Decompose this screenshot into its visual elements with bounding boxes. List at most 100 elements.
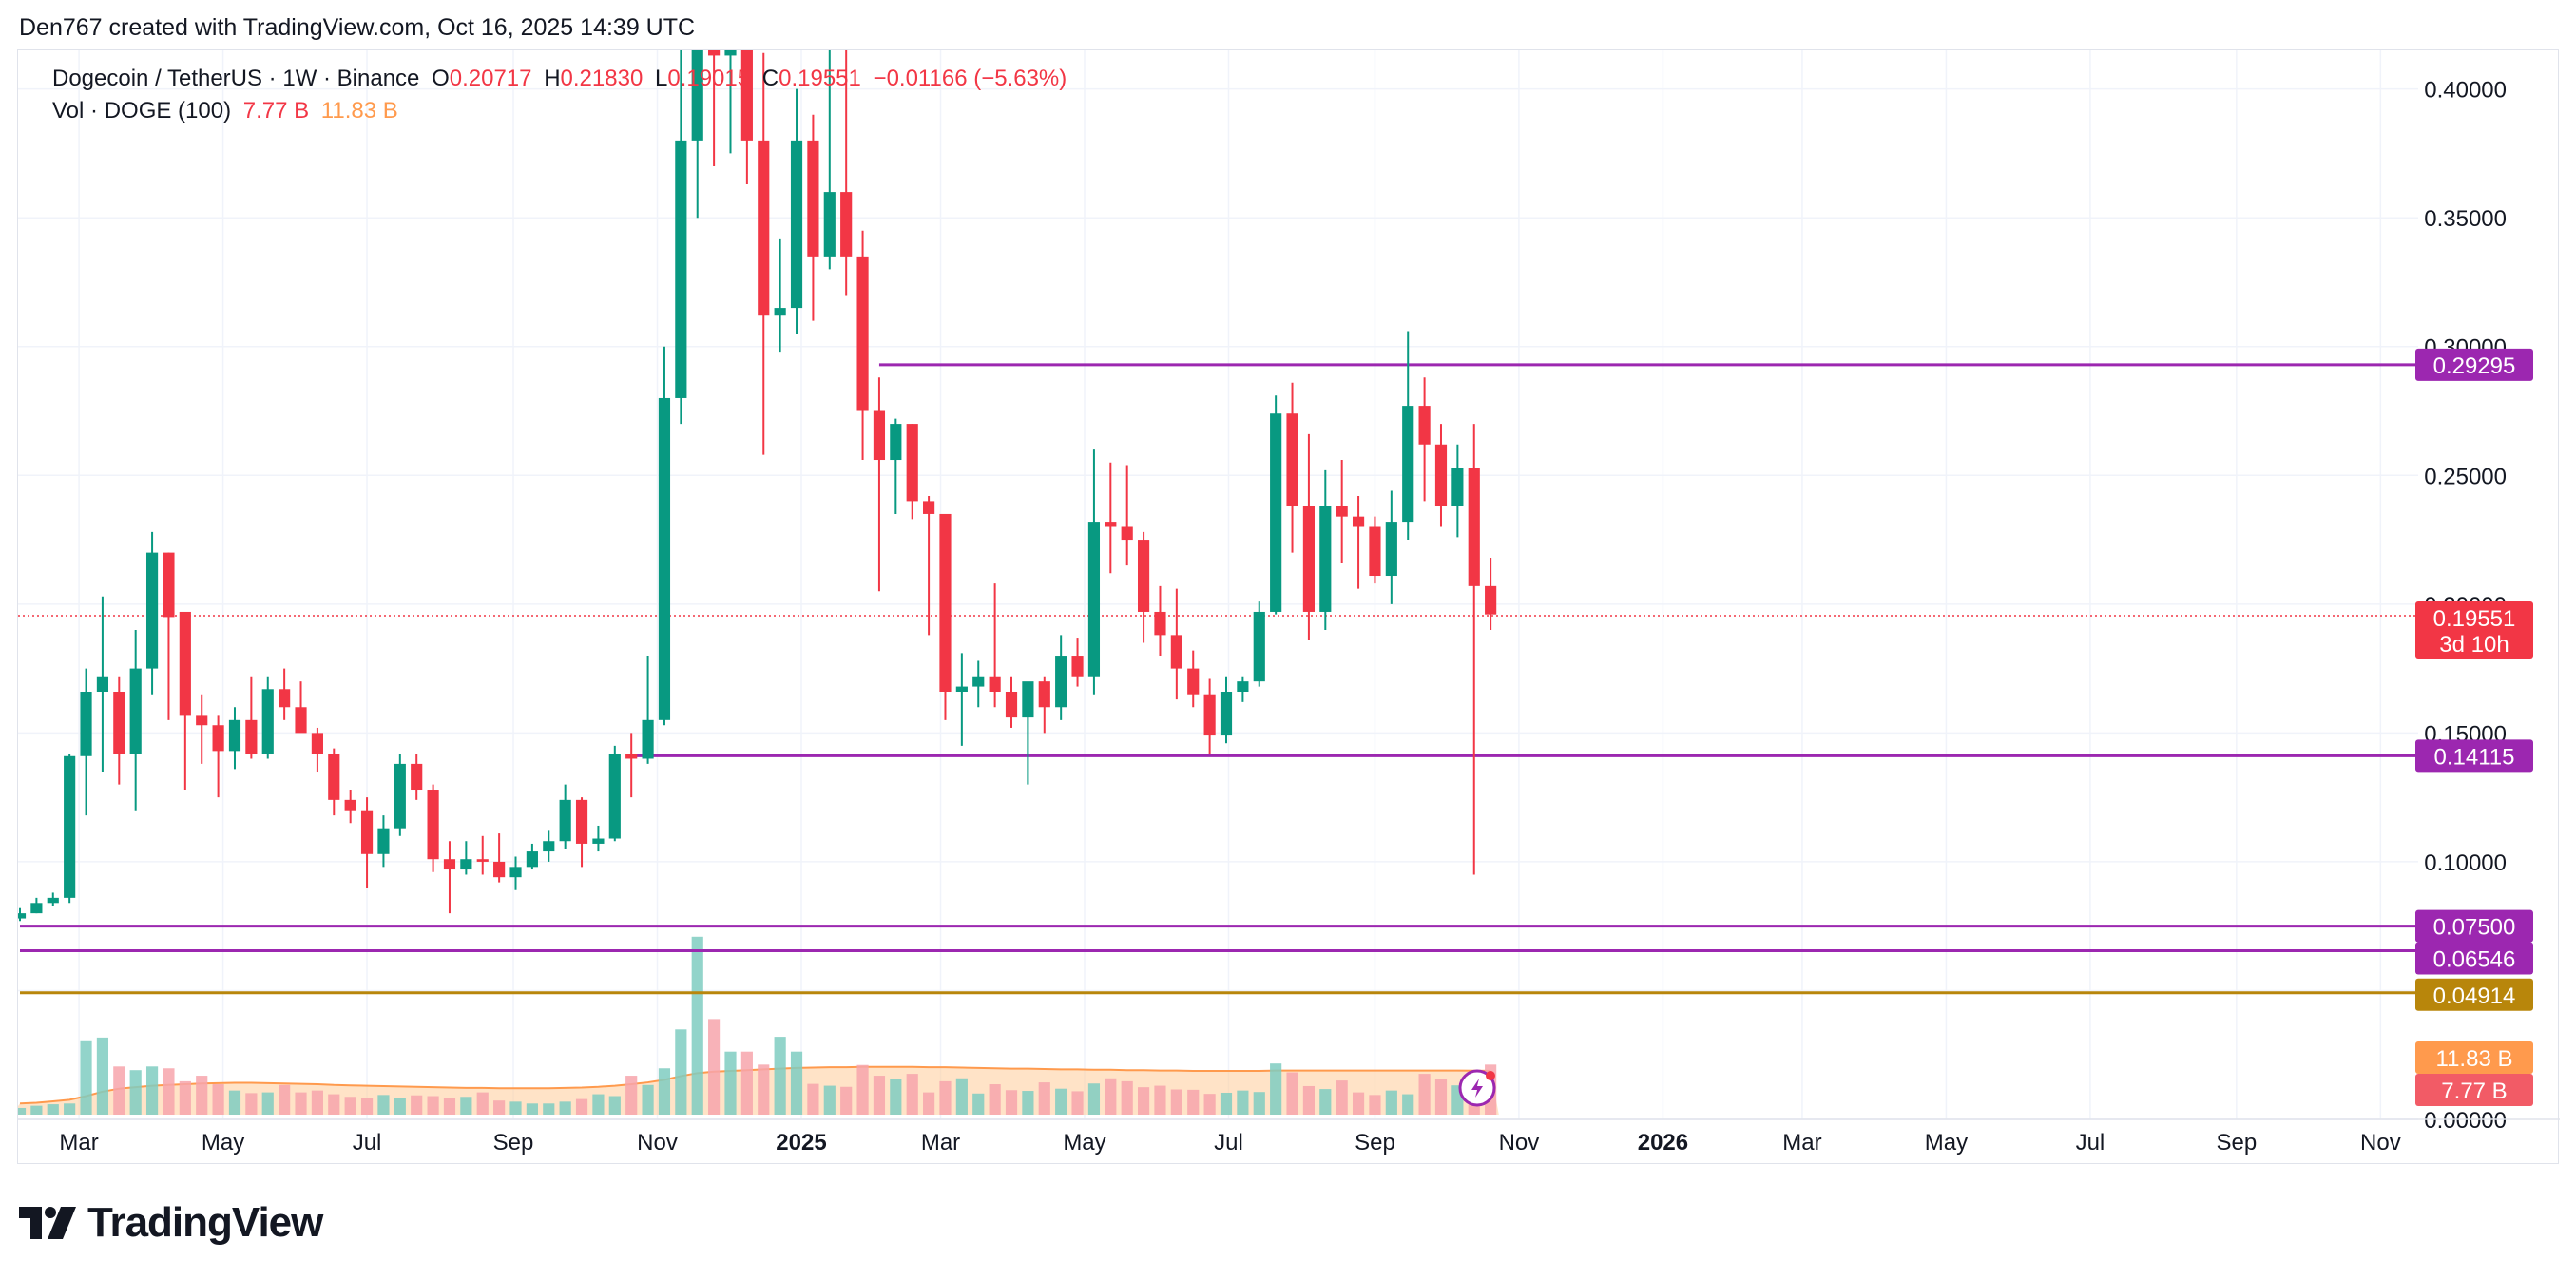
tradingview-logo[interactable]: TradingView <box>19 1199 323 1247</box>
candle <box>1402 331 1414 541</box>
candle <box>740 50 753 184</box>
plot-area <box>18 50 2418 1115</box>
candle-body <box>575 799 588 844</box>
volume-bar <box>228 1090 241 1115</box>
volume-bar <box>179 1080 191 1115</box>
candle-body <box>64 755 76 898</box>
candle-body <box>625 754 638 759</box>
volume-bar <box>196 1076 208 1115</box>
candle-body <box>427 790 439 860</box>
candle-body <box>1253 611 1265 682</box>
volume-bar <box>575 1098 588 1115</box>
x-axis-tick-label: Sep <box>493 1130 534 1155</box>
candle-body <box>295 707 307 734</box>
candle <box>939 513 952 720</box>
symbol-name[interactable]: Dogecoin / TetherUS · 1W · Binance <box>52 66 420 91</box>
candle-body <box>1154 611 1166 636</box>
candle-body <box>1055 656 1067 708</box>
candle-body <box>691 50 703 141</box>
volume-legend: Vol · DOGE (100) 7.77 B 11.83 B <box>52 98 404 124</box>
volume-bar <box>790 1051 803 1115</box>
volume-bar <box>1154 1085 1166 1115</box>
candle <box>1451 444 1464 538</box>
candle <box>691 50 703 219</box>
candle-body <box>1237 681 1249 692</box>
candle-body <box>245 719 258 754</box>
price-chart[interactable]: 0.400000.350000.300000.250000.200000.150… <box>18 50 2560 1165</box>
candle <box>1055 635 1067 720</box>
x-axis-tick-label: Jul <box>353 1130 382 1155</box>
candle-body <box>758 140 770 316</box>
volume-ma-value: 11.83 B <box>320 98 398 124</box>
candle <box>411 754 423 800</box>
candle-body <box>1220 692 1233 736</box>
candle-body <box>856 256 869 411</box>
candle <box>47 892 59 906</box>
candle-body <box>96 676 109 692</box>
candle <box>245 676 258 759</box>
candle <box>608 745 621 842</box>
candle-body <box>1038 681 1050 708</box>
candle <box>212 715 224 798</box>
volume-bar <box>642 1084 654 1115</box>
candle <box>1071 638 1084 687</box>
candle <box>1286 382 1298 553</box>
x-axis-tick-label: Jul <box>1214 1130 1243 1155</box>
candle <box>1121 465 1133 566</box>
volume-bar <box>724 1051 737 1115</box>
tradingview-logo-icon <box>19 1207 76 1239</box>
candle <box>196 694 208 764</box>
close-label: C <box>761 66 779 91</box>
volume-bar <box>1187 1089 1200 1115</box>
candle-body <box>18 913 27 919</box>
volume-bar <box>840 1086 853 1115</box>
candle <box>708 50 721 166</box>
candle <box>1105 462 1117 574</box>
volume-bar <box>625 1076 638 1115</box>
volume-bar <box>691 936 703 1115</box>
candle <box>344 790 356 824</box>
volume-bar <box>476 1092 489 1115</box>
candle-body <box>443 859 456 870</box>
volume-bar <box>1418 1074 1431 1115</box>
candle-body <box>212 725 224 752</box>
candle-body <box>608 754 621 839</box>
candle-body <box>179 611 191 716</box>
volume-bar <box>658 1068 671 1115</box>
volume-bar <box>394 1098 406 1115</box>
candle <box>758 52 770 455</box>
candle-body <box>1170 635 1182 669</box>
candle <box>493 833 506 883</box>
candle-body <box>906 424 918 502</box>
candle <box>1137 531 1150 643</box>
candle-body <box>228 719 241 752</box>
candle <box>1385 490 1397 604</box>
grid-lines <box>18 50 2418 1120</box>
chart-panel[interactable]: 0.400000.350000.300000.250000.200000.150… <box>17 49 2560 1165</box>
candle-body <box>1203 694 1216 736</box>
volume-bar <box>906 1074 918 1115</box>
volume-bar <box>989 1084 1001 1115</box>
candle <box>30 897 43 914</box>
candle <box>145 531 159 695</box>
level-price-tag: 0.04914 <box>2433 983 2516 1009</box>
candle-body <box>509 867 522 878</box>
candle-body <box>1402 406 1414 523</box>
volume-bar <box>311 1090 323 1115</box>
low-label: L <box>654 66 668 91</box>
candle-body <box>1187 668 1200 695</box>
x-axis-tick-label: Nov <box>1499 1130 1540 1155</box>
candle-body <box>774 308 786 316</box>
x-axis-tick-label: May <box>1925 1130 1968 1155</box>
candle-body <box>955 686 968 692</box>
candle-body <box>1286 413 1298 506</box>
volume-bar <box>113 1066 125 1115</box>
candle-body <box>873 410 886 461</box>
x-axis-tick-label: 2025 <box>776 1130 826 1155</box>
candle-body <box>1485 585 1497 615</box>
volume-bar <box>758 1064 770 1115</box>
level-price-tag-bg <box>2415 739 2533 773</box>
volume-bar <box>328 1094 340 1115</box>
volume-indicator-name[interactable]: Vol · DOGE (100) <box>52 98 232 124</box>
candle <box>625 733 638 798</box>
